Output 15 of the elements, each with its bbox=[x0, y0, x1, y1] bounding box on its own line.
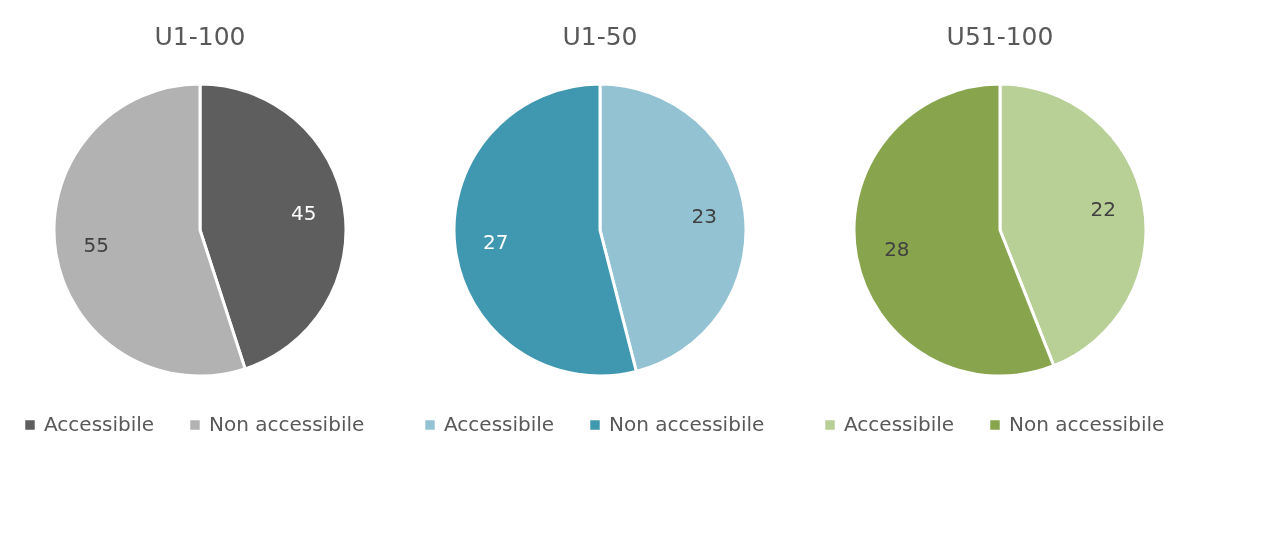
data-label: 23 bbox=[691, 203, 717, 228]
legend-label: Non accessibile bbox=[209, 412, 365, 436]
data-label: 22 bbox=[1090, 197, 1116, 222]
legend-label: Non accessibile bbox=[1009, 412, 1165, 436]
data-label: 28 bbox=[884, 236, 910, 261]
legend-label: Accessibile bbox=[444, 412, 555, 436]
data-label: 45 bbox=[290, 200, 317, 225]
legend-label: Accessibile bbox=[844, 412, 955, 436]
data-label: 55 bbox=[83, 233, 110, 258]
chart-title: U1-50 bbox=[562, 22, 638, 51]
chart-title: U1-100 bbox=[154, 22, 246, 51]
legend-label: Accessibile bbox=[44, 412, 155, 436]
data-label: 27 bbox=[483, 230, 509, 255]
legend-label: Non accessibile bbox=[609, 412, 765, 436]
chart-title: U51-100 bbox=[946, 22, 1054, 51]
